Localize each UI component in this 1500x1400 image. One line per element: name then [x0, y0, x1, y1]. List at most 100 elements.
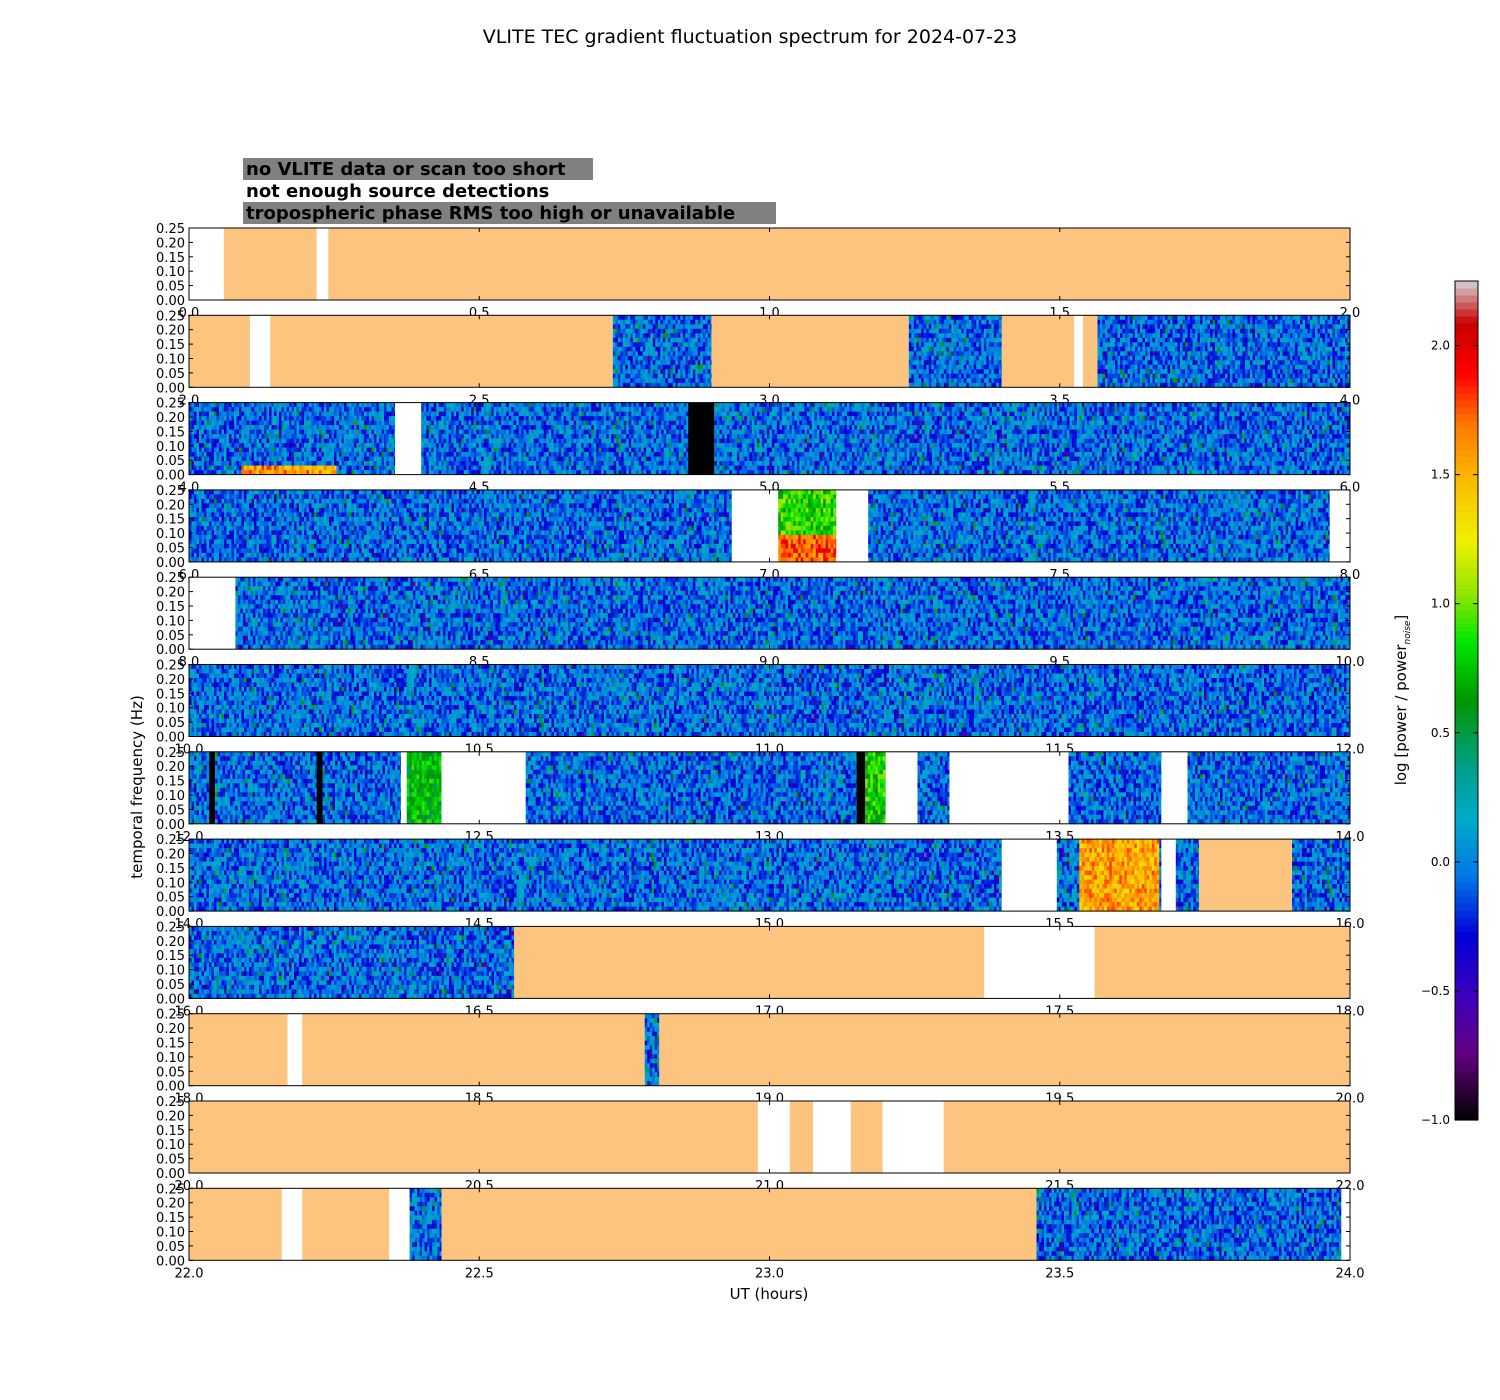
heatmap-cell [456, 465, 459, 471]
heatmap-cell [351, 452, 355, 457]
heatmap-cell [1227, 324, 1231, 330]
heatmap-cell [1330, 373, 1333, 379]
heatmap-cell [647, 315, 651, 321]
heatmap-cell [394, 456, 396, 462]
heatmap-cell [615, 342, 619, 348]
heatmap-cell [1152, 346, 1156, 352]
heatmap-cell [344, 411, 347, 417]
heatmap-cell [394, 429, 396, 435]
heatmap-cell [498, 411, 502, 417]
heatmap-cell [1295, 333, 1298, 339]
heatmap-cell [311, 452, 315, 457]
heatmap-cell [491, 438, 494, 444]
heatmap-cell [516, 407, 519, 412]
heatmap-cell [627, 355, 631, 361]
heatmap-cell [617, 364, 621, 370]
heatmap-cell [486, 438, 489, 444]
heatmap-cell [521, 461, 524, 466]
heatmap-cell [483, 456, 487, 462]
heatmap-cell [1242, 346, 1246, 352]
heatmap-cell [928, 351, 932, 357]
heatmap-cell [279, 411, 282, 417]
heatmap-cell [491, 425, 494, 430]
heatmap-cell [946, 382, 950, 388]
heatmap-cell [199, 425, 202, 430]
heatmap-cell [191, 416, 195, 421]
heatmap-cell [1172, 337, 1176, 343]
heatmap-cell [451, 429, 454, 435]
heatmap-cell [426, 434, 429, 439]
heatmap-cell [451, 420, 454, 426]
heatmap-cell [1162, 328, 1166, 334]
heatmap-cell [1140, 360, 1143, 366]
heatmap-cell [471, 411, 474, 417]
heatmap-cell [1217, 319, 1221, 325]
heatmap-cell [928, 319, 932, 325]
heatmap-cell [508, 461, 512, 466]
heatmap-cell [226, 456, 230, 462]
heatmap-cell [1202, 337, 1206, 343]
heatmap-cell [483, 443, 487, 448]
heatmap-cell [511, 416, 514, 421]
heatmap-cell [249, 434, 252, 439]
heatmap-cell [650, 360, 654, 366]
heatmap-cell [426, 461, 429, 466]
heatmap-cell [306, 452, 310, 457]
heatmap-cell [389, 402, 392, 408]
heatmap-cell [652, 351, 656, 357]
heatmap-cell [911, 337, 915, 343]
heatmap-cell [279, 438, 282, 444]
heatmap-cell [1097, 337, 1101, 343]
heatmap-cell [221, 425, 225, 430]
heatmap-cell [276, 425, 280, 430]
heatmap-cell [685, 315, 689, 321]
heatmap-cell [369, 402, 372, 408]
heatmap-cell [938, 342, 942, 348]
heatmap-cell [946, 364, 950, 370]
heatmap-cell [931, 346, 935, 352]
heatmap-cell [1122, 328, 1126, 334]
heatmap-cell [194, 456, 197, 462]
heatmap-cell [463, 447, 467, 453]
heatmap-cell [1140, 373, 1143, 379]
heatmap-cell [918, 378, 922, 384]
heatmap-cell [622, 382, 626, 388]
heatmap-cell [376, 465, 380, 471]
heatmap-cell [655, 324, 659, 330]
heatmap-cell [1112, 324, 1116, 330]
heatmap-cell [1307, 369, 1311, 375]
heatmap-cell [354, 434, 357, 439]
heatmap-cell [660, 355, 664, 361]
heatmap-cell [687, 360, 691, 366]
heatmap-cell [1215, 315, 1218, 321]
heatmap-cell [254, 452, 257, 457]
heatmap-cell [1242, 324, 1246, 330]
heatmap-cell [456, 452, 459, 457]
heatmap-cell [697, 373, 701, 379]
heatmap-cell [428, 402, 432, 408]
heatmap-cell [316, 429, 320, 435]
heatmap-cell [968, 324, 972, 330]
heatmap-cell [224, 411, 227, 417]
heatmap-cell [446, 402, 449, 408]
heatmap-cell [376, 407, 380, 412]
heatmap-cell [1182, 337, 1186, 343]
heatmap-cell [331, 420, 335, 426]
heatmap-cell [256, 438, 260, 444]
heatmap-cell [1137, 382, 1141, 388]
heatmap-cell [1305, 360, 1308, 366]
heatmap-cell [692, 315, 696, 321]
heatmap-cell [1210, 364, 1213, 370]
heatmap-cell [1155, 328, 1158, 334]
heatmap-cell [331, 402, 335, 408]
heatmap-cell [1317, 324, 1321, 330]
heatmap-cell [1272, 333, 1276, 339]
heatmap-cell [448, 429, 452, 435]
heatmap-cell [986, 328, 990, 334]
heatmap-cell [971, 382, 975, 388]
heatmap-cell [978, 319, 982, 325]
heatmap-cell [211, 461, 215, 466]
heatmap-cell [1240, 364, 1243, 370]
heatmap-cell [491, 411, 494, 417]
heatmap-cell [630, 360, 634, 366]
